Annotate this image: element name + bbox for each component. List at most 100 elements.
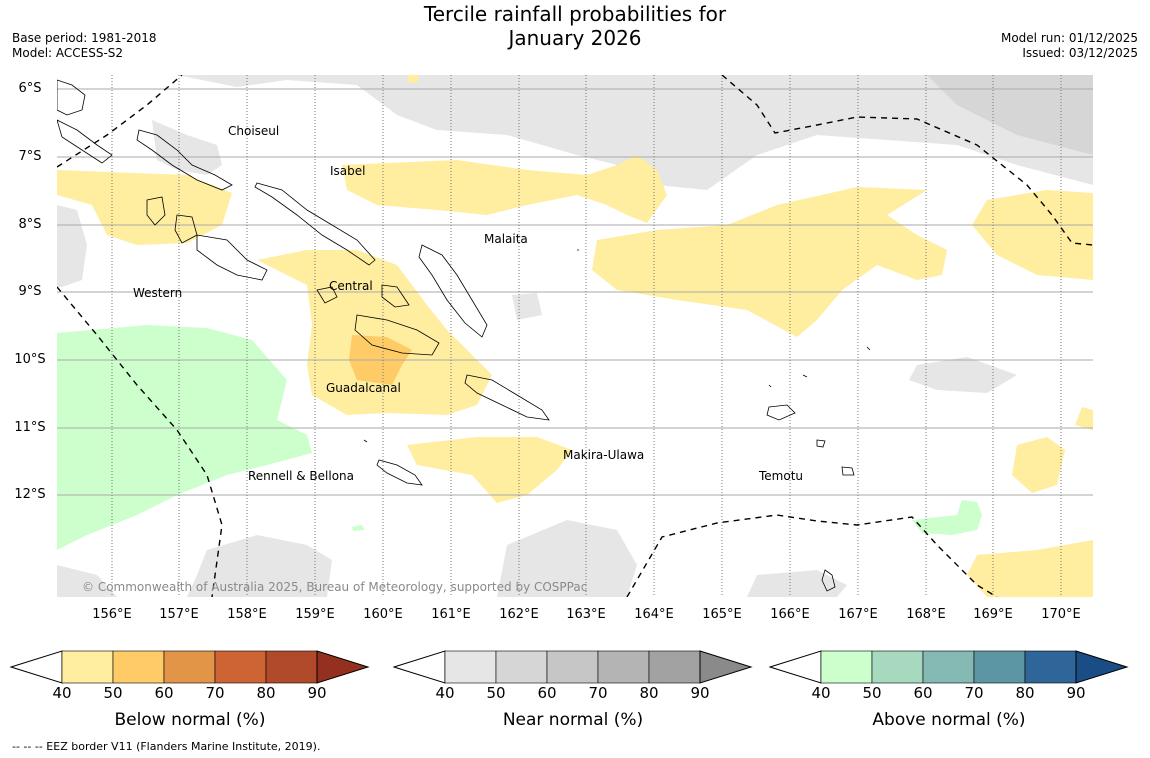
cb-below-tick: 90 — [307, 684, 327, 702]
lon-label: 167°E — [838, 607, 878, 622]
lon-label: 168°E — [906, 607, 946, 622]
island-outlines — [57, 79, 871, 592]
guadalcanal-island — [354, 314, 440, 356]
region-label-central: Central — [329, 279, 373, 293]
lat-label: 12°S — [14, 487, 46, 502]
cb-above-tick: 50 — [862, 684, 882, 702]
cb-near-swatch-3 — [546, 650, 599, 684]
isabel-island — [254, 182, 376, 266]
bougainville-island — [57, 79, 86, 116]
cb-below-swatch-2 — [112, 650, 165, 684]
lon-label: 166°E — [770, 607, 810, 622]
cb-near-swatch-1 — [444, 650, 497, 684]
cb-near-swatch-4 — [597, 650, 650, 684]
lon-label: 157°E — [159, 607, 199, 622]
meta-left: Base period: 1981-2018 Model: ACCESS-S2 — [12, 31, 157, 61]
base-period: Base period: 1981-2018 — [12, 31, 157, 45]
issued-date: Issued: 03/12/2025 — [1022, 46, 1138, 60]
map-title: Tercile rainfall probabilities for Janua… — [0, 2, 1150, 50]
near-normal-zones — [57, 75, 1093, 597]
cb-near-tick: 50 — [486, 684, 506, 702]
lat-label: 11°S — [14, 420, 46, 435]
cb-below-tick: 50 — [103, 684, 123, 702]
lon-label: 169°E — [973, 607, 1013, 622]
cb-near-swatch-6 — [699, 650, 753, 684]
lon-label: 158°E — [227, 607, 267, 622]
cb-below-tick: 70 — [205, 684, 225, 702]
lon-label: 165°E — [702, 607, 742, 622]
lat-label: 6°S — [18, 81, 42, 96]
region-label-temotu: Temotu — [759, 469, 804, 483]
cb-below-swatch-4 — [214, 650, 267, 684]
region-label-western: Western — [133, 286, 183, 300]
lat-gridlines — [57, 88, 1093, 496]
lat-label: 10°S — [14, 352, 46, 367]
lon-label: 159°E — [295, 607, 335, 622]
cb-below-tick: 40 — [52, 684, 72, 702]
cb-above-swatch-2 — [871, 650, 924, 684]
lat-label: 9°S — [18, 284, 42, 299]
rainfall-map — [57, 75, 1093, 597]
lon-label: 170°E — [1041, 607, 1081, 622]
cb-near-tick: 90 — [690, 684, 710, 702]
cb-above-tick: 60 — [913, 684, 933, 702]
new-georgia — [196, 234, 268, 281]
region-label-malaita: Malaita — [484, 232, 528, 246]
eez-borders — [57, 75, 1093, 597]
makira-island — [464, 374, 550, 421]
colorbar-near-normal — [393, 650, 753, 684]
cb-below-swatch-6 — [316, 650, 370, 684]
eez-legend-note: -- -- -- EEZ border V11 (Flanders Marine… — [12, 740, 321, 753]
cb-below-title: Below normal (%) — [114, 710, 266, 730]
region-label-guadalcanal: Guadalcanal — [326, 381, 401, 395]
cb-below-swatch-1 — [61, 650, 114, 684]
below-normal-zones — [57, 75, 1093, 597]
cb-near-tick: 80 — [639, 684, 659, 702]
cb-above-swatch-4 — [973, 650, 1026, 684]
lon-label: 160°E — [363, 607, 403, 622]
region-label-rennell: Rennell & Bellona — [248, 469, 355, 483]
lon-gridlines — [111, 75, 1062, 597]
lon-label: 163°E — [566, 607, 606, 622]
lat-label: 8°S — [18, 217, 42, 232]
region-label-choiseul: Choiseul — [228, 124, 280, 138]
cb-above-swatch-6 — [1075, 650, 1129, 684]
lon-label: 161°E — [431, 607, 471, 622]
vella-lavella — [146, 196, 166, 226]
cb-below-swatch-3 — [163, 650, 216, 684]
colorbar-below-normal — [10, 650, 370, 684]
cb-above-tick: 80 — [1015, 684, 1035, 702]
above-normal-zones — [57, 325, 982, 550]
lat-label: 7°S — [18, 149, 42, 164]
meta-right: Model run: 01/12/2025 Issued: 03/12/2025 — [1001, 31, 1138, 61]
cb-near-title: Near normal (%) — [502, 710, 644, 730]
lon-label: 164°E — [634, 607, 674, 622]
cb-above-tick: 40 — [811, 684, 831, 702]
malaita-island — [418, 244, 488, 338]
model-name: Model: ACCESS-S2 — [12, 46, 124, 60]
region-label-isabel: Isabel — [330, 164, 366, 178]
kolombangara — [174, 214, 198, 244]
lon-label: 156°E — [92, 607, 132, 622]
cb-near-tick: 40 — [435, 684, 455, 702]
cb-above-title: Above normal (%) — [872, 710, 1026, 730]
cb-below-tick: 60 — [154, 684, 174, 702]
cb-below-swatch-5 — [265, 650, 318, 684]
choiseul-island — [136, 129, 233, 191]
colorbar-above-normal — [769, 650, 1129, 684]
region-label-makira: Makira-Ulawa — [563, 448, 645, 462]
title-line-1: Tercile rainfall probabilities for — [423, 2, 727, 26]
cb-above-tick: 70 — [964, 684, 984, 702]
cb-near-swatch-5 — [648, 650, 701, 684]
cb-near-swatch-2 — [495, 650, 548, 684]
cb-above-swatch-5 — [1024, 650, 1077, 684]
lon-label: 162°E — [499, 607, 539, 622]
model-run: Model run: 01/12/2025 — [1000, 31, 1138, 45]
cb-above-swatch-1 — [820, 650, 873, 684]
cb-near-tick: 70 — [588, 684, 608, 702]
cb-above-swatch-3 — [922, 650, 975, 684]
title-line-2: January 2026 — [508, 26, 642, 50]
cb-near-tick: 60 — [537, 684, 557, 702]
rennell-island — [376, 459, 423, 486]
florida-islands — [381, 284, 410, 308]
